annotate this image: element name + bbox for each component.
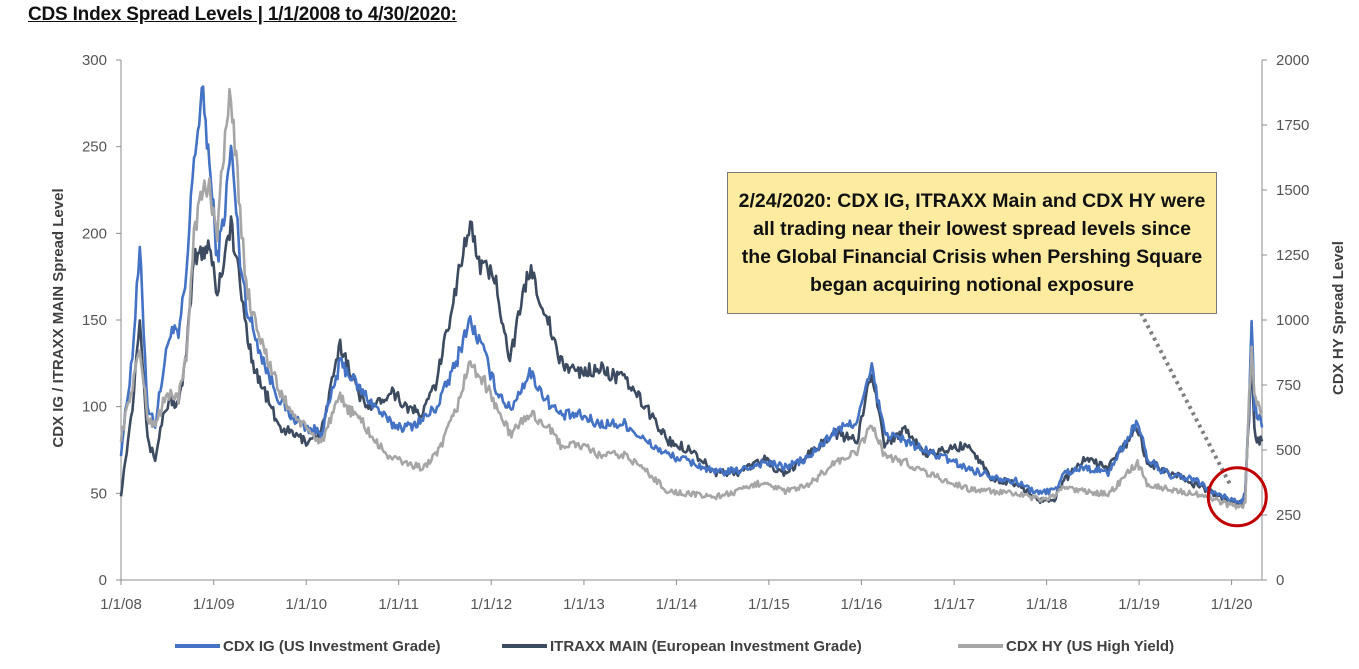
x-tick-label: 1/1/12 [470,596,512,613]
y-axis-title: CDX IG / ITRAXX MAIN Spread Level [50,188,67,447]
x-tick-label: 1/1/09 [193,596,235,613]
right-tick-label: 500 [1276,442,1301,459]
right-tick-label: 2000 [1276,52,1309,69]
right-tick-label: 1250 [1276,247,1309,264]
axes-layer: 0 50 100 150 200 250 300 0 250 500 750 1000 1250 1500… [50,52,1347,613]
series-line-1 [119,215,1264,507]
x-tick-label: 1/1/17 [933,596,975,613]
chart-title: CDS Index Spread Levels | 1/1/2008 to 4/… [28,4,457,25]
left-tick-label: 200 [82,225,107,242]
annotation-pointer-line [1139,312,1234,488]
right-tick-label: 1000 [1276,312,1309,329]
x-tick-label: 1/1/19 [1118,596,1160,613]
annotation-callout: 2/24/2020: CDX IG, ITRAXX Main and CDX H… [727,172,1217,314]
right-tick-label: 1500 [1276,182,1309,199]
x-tick-label: 1/1/20 [1211,596,1253,613]
x-tick-label: 1/1/16 [841,596,883,613]
left-tick-label: 0 [99,572,107,589]
x-tick-label: 1/1/08 [100,596,142,613]
legend-label: CDX IG (US Investment Grade) [223,638,441,655]
x-tick-label: 1/1/11 [378,596,419,613]
left-tick-label: 50 [90,485,107,502]
y2-axis-title: CDX HY Spread Level [1330,241,1347,395]
legend: CDX IG (US Investment Grade) ITRAXX MAIN … [175,638,1174,655]
legend-label: CDX HY (US High Yield) [1006,638,1174,655]
left-tick-label: 150 [82,312,107,329]
series-layer [119,85,1264,510]
right-tick-label: 0 [1276,572,1284,589]
left-tick-label: 250 [82,139,107,156]
left-tick-label: 300 [82,52,107,69]
legend-label: ITRAXX MAIN (European Investment Grade) [550,638,862,655]
annotation-highlight-circle [1206,466,1268,528]
x-tick-label: 1/1/14 [656,596,698,613]
x-tick-label: 1/1/15 [748,596,790,613]
x-tick-label: 1/1/13 [563,596,605,613]
right-tick-label: 1750 [1276,117,1309,134]
x-tick-label: 1/1/10 [285,596,327,613]
annotation-layer [1139,312,1268,528]
left-tick-label: 100 [82,399,107,416]
series-line-2 [119,87,1264,510]
x-tick-label: 1/1/18 [1026,596,1068,613]
right-tick-label: 750 [1276,377,1301,394]
right-tick-label: 250 [1276,507,1301,524]
